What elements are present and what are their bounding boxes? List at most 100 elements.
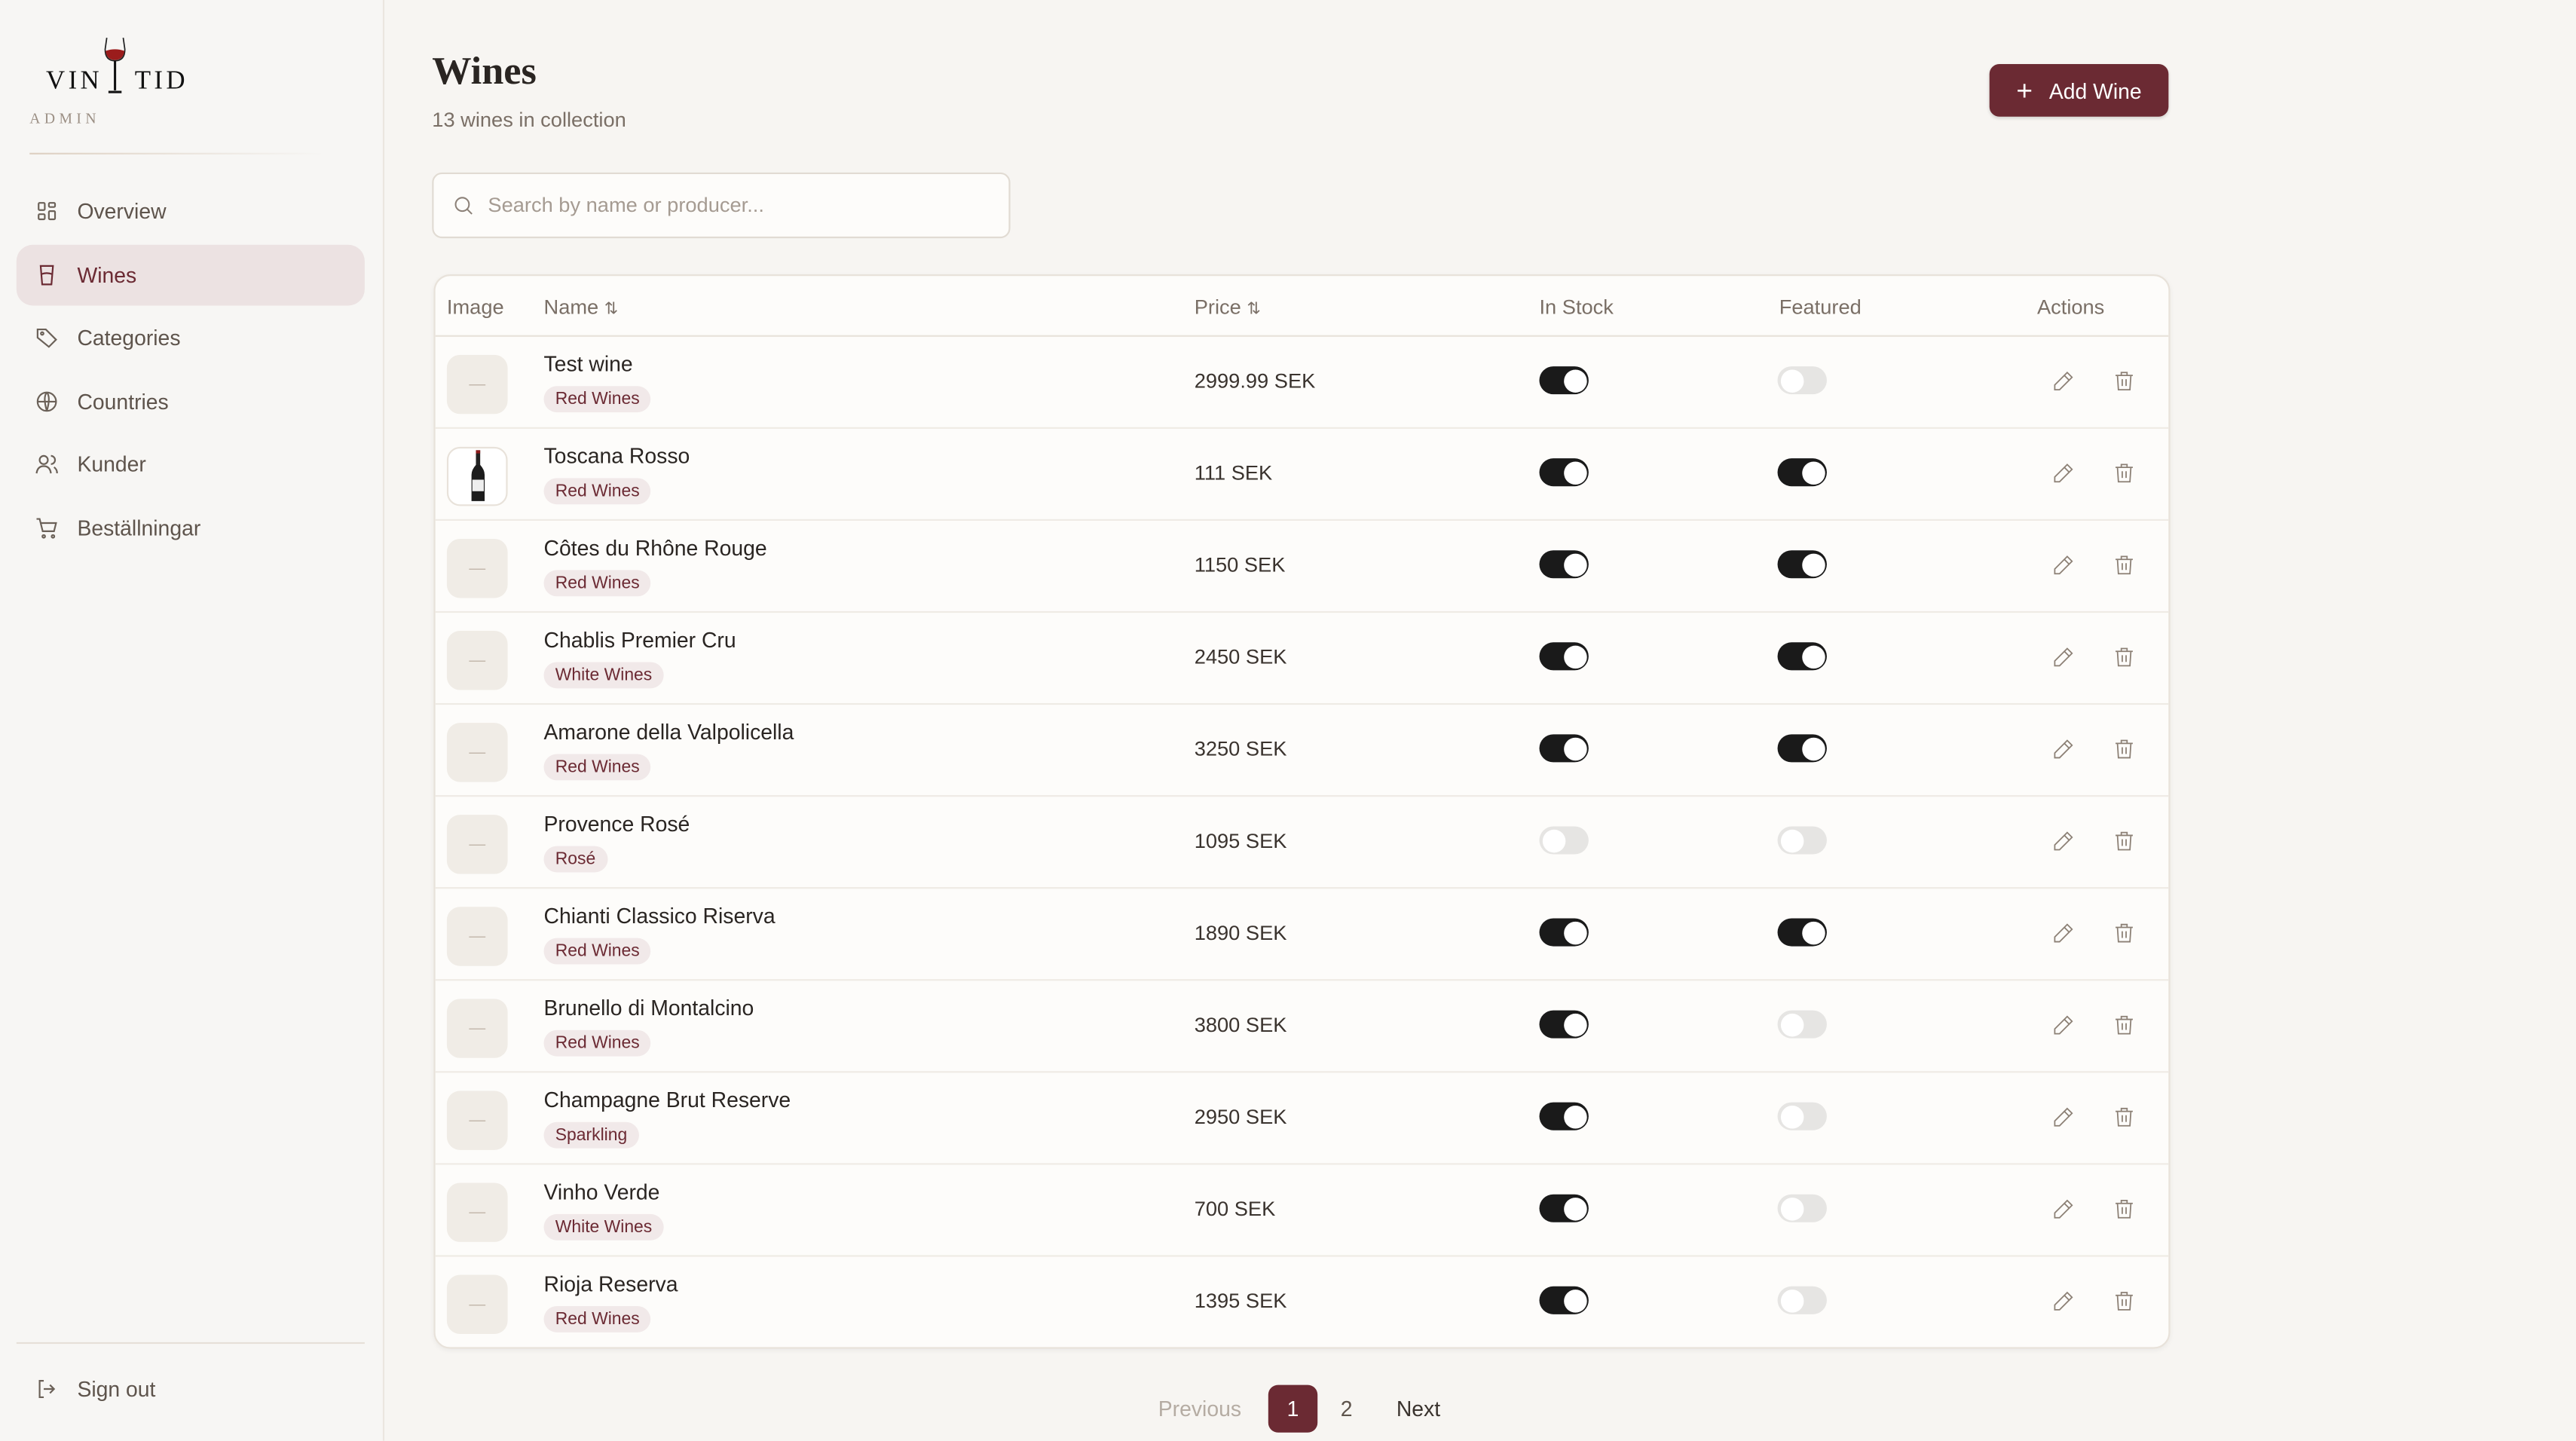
sidebar-item-label: Categories bbox=[77, 325, 181, 350]
grid-icon bbox=[38, 202, 57, 221]
sidebar-item-overview[interactable]: Overview bbox=[17, 181, 365, 242]
in-stock-toggle[interactable] bbox=[1539, 1286, 1589, 1314]
in-stock-toggle[interactable] bbox=[1539, 734, 1589, 763]
delete-trash-icon[interactable] bbox=[2113, 646, 2136, 669]
wine-price: 1095 SEK bbox=[1194, 829, 1287, 853]
wine-name: Brunello di Montalcino bbox=[543, 995, 754, 1020]
table-row: — Amarone della Valpolicella Red Wines 32… bbox=[435, 705, 2169, 797]
category-badge: White Wines bbox=[543, 1213, 664, 1241]
featured-toggle[interactable] bbox=[1777, 734, 1827, 763]
category-badge: Red Wines bbox=[543, 1305, 651, 1332]
delete-trash-icon[interactable] bbox=[2113, 1290, 2136, 1313]
tag-icon bbox=[36, 328, 57, 348]
vintid-logo[interactable]: VIN TID bbox=[46, 36, 194, 102]
users-icon bbox=[35, 454, 58, 474]
search-input[interactable] bbox=[488, 194, 981, 217]
in-stock-toggle[interactable] bbox=[1539, 458, 1589, 487]
edit-pencil-icon[interactable] bbox=[2052, 1106, 2076, 1129]
delete-trash-icon[interactable] bbox=[2113, 369, 2136, 393]
edit-pencil-icon[interactable] bbox=[2052, 922, 2076, 945]
sign-out-button[interactable]: Sign out bbox=[17, 1359, 365, 1420]
delete-trash-icon[interactable] bbox=[2113, 554, 2136, 577]
table-row: — Chianti Classico Riserva Red Wines 1890… bbox=[435, 889, 2169, 981]
sidebar-item-bestllningar[interactable]: Beställningar bbox=[17, 497, 365, 558]
column-in-stock: In Stock bbox=[1539, 295, 1614, 319]
featured-toggle[interactable] bbox=[1777, 1286, 1827, 1314]
sidebar-item-kunder[interactable]: Kunder bbox=[17, 433, 365, 494]
sort-icon: ⇅ bbox=[604, 300, 619, 319]
category-badge: Red Wines bbox=[543, 754, 651, 781]
sidebar-item-wines[interactable]: Wines bbox=[16, 243, 365, 305]
sign-out-icon bbox=[38, 1380, 56, 1399]
sidebar-item-label: Beställningar bbox=[77, 515, 201, 540]
wine-price: 2999.99 SEK bbox=[1194, 369, 1316, 393]
in-stock-toggle[interactable] bbox=[1539, 918, 1589, 947]
column-name-sort[interactable]: Name ⇅ bbox=[544, 295, 619, 319]
wine-thumbnail bbox=[446, 446, 508, 506]
wine-price: 3800 SEK bbox=[1194, 1013, 1287, 1037]
edit-pencil-icon[interactable] bbox=[2052, 369, 2076, 393]
edit-pencil-icon[interactable] bbox=[2052, 462, 2076, 485]
add-wine-button[interactable]: + Add Wine bbox=[1989, 64, 2169, 117]
category-badge: Red Wines bbox=[543, 1030, 651, 1057]
next-page-button[interactable]: Next bbox=[1396, 1396, 1441, 1421]
featured-toggle[interactable] bbox=[1777, 1102, 1827, 1130]
wine-price: 1890 SEK bbox=[1194, 921, 1287, 945]
table-row: — Rioja Reserva Red Wines 1395 SEK bbox=[436, 1257, 2169, 1348]
sidebar-item-categories[interactable]: Categories bbox=[17, 307, 365, 369]
featured-toggle[interactable] bbox=[1777, 550, 1827, 579]
wine-thumbnail-placeholder: — bbox=[446, 1091, 508, 1150]
search-box[interactable] bbox=[432, 172, 1011, 239]
edit-pencil-icon[interactable] bbox=[2052, 554, 2076, 577]
divider bbox=[16, 1342, 365, 1345]
edit-pencil-icon[interactable] bbox=[2052, 646, 2076, 669]
in-stock-toggle[interactable] bbox=[1539, 1194, 1589, 1222]
sign-out-label: Sign out bbox=[77, 1376, 156, 1402]
featured-toggle[interactable] bbox=[1777, 826, 1827, 855]
delete-trash-icon[interactable] bbox=[2113, 1198, 2136, 1221]
logo-text-vin: VIN bbox=[46, 67, 103, 96]
page-1-button[interactable]: 1 bbox=[1268, 1384, 1318, 1433]
edit-pencil-icon[interactable] bbox=[2052, 830, 2076, 853]
featured-toggle[interactable] bbox=[1777, 458, 1827, 487]
in-stock-toggle[interactable] bbox=[1539, 1010, 1589, 1039]
wine-glass-logo-icon bbox=[104, 38, 126, 93]
featured-toggle[interactable] bbox=[1777, 1194, 1827, 1222]
previous-page-button[interactable]: Previous bbox=[1158, 1396, 1242, 1421]
column-price-sort[interactable]: Price ⇅ bbox=[1195, 295, 1261, 319]
in-stock-toggle[interactable] bbox=[1539, 642, 1589, 671]
in-stock-toggle[interactable] bbox=[1539, 366, 1589, 395]
sidebar-item-countries[interactable]: Countries bbox=[17, 371, 365, 432]
wine-price: 111 SEK bbox=[1194, 461, 1273, 485]
in-stock-toggle[interactable] bbox=[1539, 1102, 1589, 1130]
table-row: — Champagne Brut Reserve Sparkling 2950 S… bbox=[435, 1072, 2169, 1165]
page-2-button[interactable]: 2 bbox=[1340, 1396, 1353, 1421]
featured-toggle[interactable] bbox=[1777, 1010, 1827, 1039]
in-stock-toggle[interactable] bbox=[1539, 550, 1589, 579]
featured-toggle[interactable] bbox=[1777, 918, 1827, 947]
edit-pencil-icon[interactable] bbox=[2052, 738, 2076, 761]
delete-trash-icon[interactable] bbox=[2113, 922, 2136, 945]
edit-pencil-icon[interactable] bbox=[2052, 1198, 2076, 1221]
page-title: Wines bbox=[432, 50, 537, 94]
sidebar-item-label: Countries bbox=[77, 388, 169, 414]
wine-price: 2950 SEK bbox=[1194, 1106, 1287, 1129]
delete-trash-icon[interactable] bbox=[2113, 738, 2136, 761]
category-badge: Sparkling bbox=[543, 1121, 639, 1149]
sidebar: VIN TID ADMIN Overview Wines Categories Cou… bbox=[0, 0, 385, 1441]
delete-trash-icon[interactable] bbox=[2113, 830, 2136, 853]
wine-bottle-image bbox=[470, 450, 484, 501]
table-row: — Vinho Verde White Wines 700 SEK bbox=[435, 1164, 2169, 1257]
in-stock-toggle[interactable] bbox=[1539, 826, 1589, 855]
delete-trash-icon[interactable] bbox=[2113, 1106, 2136, 1129]
wine-price: 1150 SEK bbox=[1194, 553, 1286, 577]
delete-trash-icon[interactable] bbox=[2113, 462, 2136, 485]
wine-thumbnail-placeholder: — bbox=[446, 1182, 508, 1242]
edit-pencil-icon[interactable] bbox=[2052, 1290, 2076, 1313]
wine-name: Chianti Classico Riserva bbox=[543, 903, 776, 929]
featured-toggle[interactable] bbox=[1777, 366, 1827, 395]
featured-toggle[interactable] bbox=[1777, 642, 1827, 671]
table-row: — Provence Rosé Rosé 1095 SEK bbox=[435, 797, 2169, 889]
edit-pencil-icon[interactable] bbox=[2052, 1014, 2076, 1037]
delete-trash-icon[interactable] bbox=[2113, 1014, 2136, 1037]
